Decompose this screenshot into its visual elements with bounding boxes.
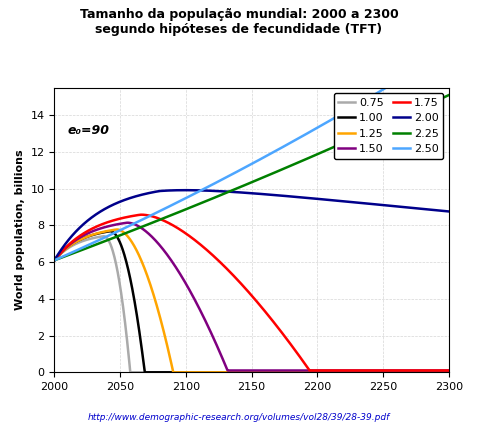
- Legend: 0.75, 1.00, 1.25, 1.50, 1.75, 2.00, 2.25, 2.50: 0.75, 1.00, 1.25, 1.50, 1.75, 2.00, 2.25…: [334, 93, 444, 159]
- Y-axis label: World population, billions: World population, billions: [15, 150, 25, 310]
- Text: Tamanho da população mundial: 2000 a 2300
segundo hipóteses de fecundidade (TFT): Tamanho da população mundial: 2000 a 230…: [80, 8, 398, 36]
- Text: http://www.demographic-research.org/volumes/vol28/39/28-39.pdf: http://www.demographic-research.org/volu…: [88, 413, 390, 422]
- Text: e₀=90: e₀=90: [67, 123, 109, 137]
